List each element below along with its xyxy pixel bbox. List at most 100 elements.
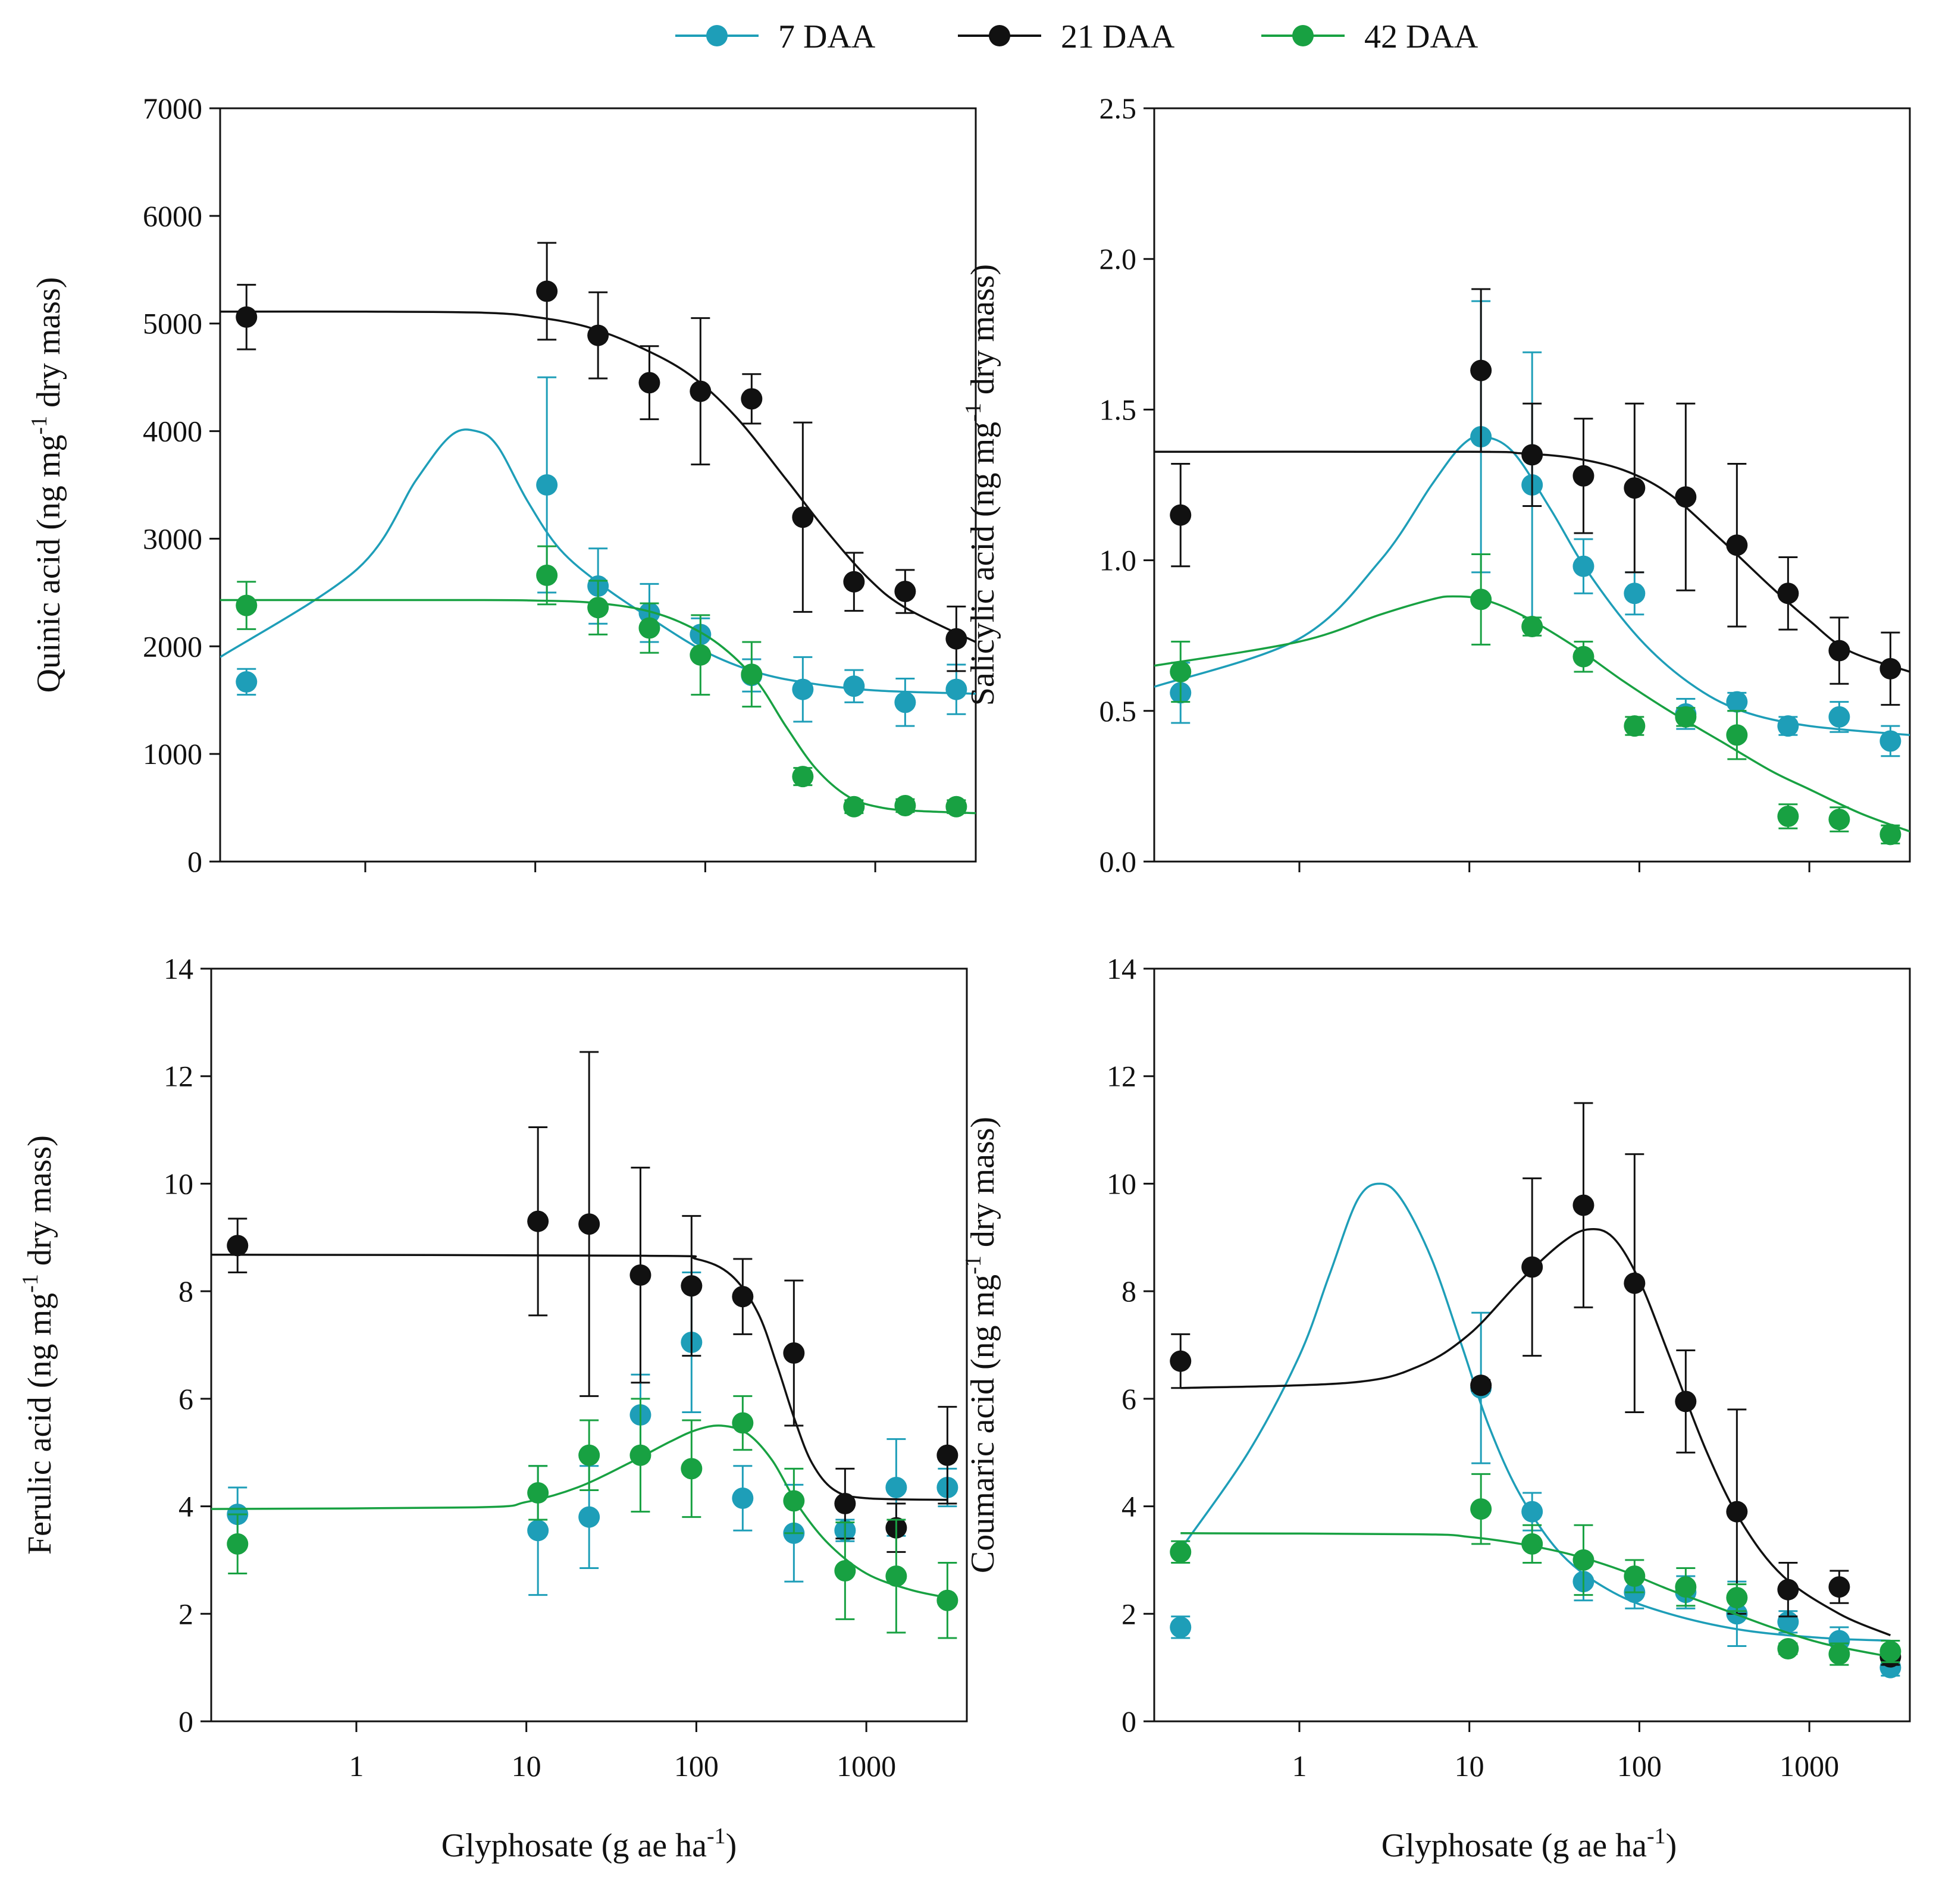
data-point-42-daa: [792, 766, 814, 788]
data-point-21-daa: [1675, 1391, 1697, 1413]
y-axis-title: Salicylic acid (ng mg-1 dry mass): [961, 264, 1001, 706]
fit-curve-42-daa: [1154, 595, 1910, 833]
data-point-21-daa: [227, 1235, 249, 1257]
legend-item-21-daa: 21 DAA: [958, 18, 1175, 55]
data-point-42-daa: [1879, 1640, 1901, 1662]
data-point-42-daa: [227, 1533, 249, 1555]
data-point-21-daa: [1675, 486, 1697, 508]
data-point-42-daa: [1470, 588, 1492, 610]
x-axis-title-right-exponent: -1: [1647, 1824, 1666, 1849]
fit-curve-21-daa: [1154, 450, 1910, 673]
y-axis-title-exponent: -1: [961, 403, 986, 422]
data-point-42-daa: [1675, 706, 1697, 728]
data-point-42-daa: [1521, 1533, 1543, 1555]
series-42-daa: [220, 545, 976, 818]
data-point-21-daa: [1726, 1501, 1748, 1523]
legend-marker-42-daa: [1292, 25, 1314, 46]
series-42-daa: [1170, 1473, 1901, 1666]
panel-coumaric-acid: 0 2 4 6 8 10 12 14 1 10 100 1000 Coumaric acid (ng m…: [961, 952, 1911, 1783]
series-21-daa: [1154, 288, 1910, 706]
x-tick-label: 1: [1292, 1749, 1307, 1783]
legend-label-7-daa: 7 DAA: [778, 18, 876, 55]
legend: 7 DAA 21 DAA 42 DAA: [675, 18, 1478, 55]
y-tick-label: 2.5: [1099, 92, 1137, 125]
data-point-42-daa: [1470, 1498, 1492, 1520]
data-point-21-daa: [1879, 657, 1901, 679]
data-point-21-daa: [1470, 1374, 1492, 1396]
data-point-21-daa: [741, 388, 763, 410]
data-point-7-daa: [236, 671, 258, 693]
data-point-42-daa: [587, 597, 609, 619]
data-point-21-daa: [1572, 465, 1594, 487]
data-point-21-daa: [1521, 444, 1543, 466]
data-point-7-daa: [1828, 706, 1850, 728]
data-point-42-daa: [638, 617, 660, 639]
x-axis-title-right: Glyphosate (g ae ha-1): [1381, 1824, 1677, 1864]
y-axis-title-suffix: dry mass): [964, 264, 1001, 403]
y-tick-label: 14: [164, 952, 193, 985]
data-point-7-daa: [885, 1476, 907, 1498]
data-point-21-daa: [527, 1210, 549, 1232]
plot-frame: [210, 967, 968, 1723]
y-tick-label: 8: [1121, 1274, 1136, 1308]
data-point-21-daa: [236, 306, 258, 328]
y-tick-label: 4000: [143, 415, 202, 448]
data-point-21-daa: [1777, 583, 1799, 605]
x-axis-title-left-prefix: Glyphosate (g ae ha: [441, 1827, 707, 1864]
plot-frame: [1153, 967, 1911, 1723]
y-tick-label: 0: [1121, 1705, 1136, 1738]
data-point-42-daa: [1572, 1549, 1594, 1571]
y-tick-label: 4: [178, 1490, 193, 1523]
data-point-42-daa: [936, 1589, 958, 1611]
series-21-daa: [220, 242, 976, 672]
y-axis-title-suffix: dry mass): [21, 1135, 58, 1274]
data-point-42-daa: [1624, 1565, 1646, 1587]
data-point-42-daa: [578, 1444, 600, 1466]
data-point-7-daa: [1879, 730, 1901, 752]
data-point-21-daa: [1828, 640, 1850, 662]
x-tick-label: 10: [1455, 1749, 1484, 1783]
y-axis-title-prefix: Coumaric acid (ng mg: [964, 1274, 1001, 1573]
y-tick-label: 2: [178, 1597, 193, 1630]
y-tick-label: 2: [1121, 1597, 1136, 1630]
x-tick-label: 1000: [1780, 1749, 1839, 1783]
data-point-21-daa: [536, 280, 558, 302]
data-point-42-daa: [834, 1560, 856, 1582]
data-point-7-daa: [843, 675, 865, 697]
y-tick-label: 10: [1107, 1167, 1136, 1200]
legend-label-42-daa: 42 DAA: [1364, 18, 1478, 55]
x-axis-title-left-suffix: ): [726, 1827, 737, 1864]
y-tick-label: 0: [187, 845, 202, 878]
data-point-42-daa: [1572, 646, 1594, 668]
data-point-42-daa: [1521, 616, 1543, 638]
y-tick-label: 12: [1107, 1060, 1136, 1093]
y-tick-label: 0: [178, 1705, 193, 1738]
x-axis-title-left: Glyphosate (g ae ha-1): [441, 1824, 737, 1864]
data-point-21-daa: [936, 1444, 958, 1466]
y-axis-title: Ferulic acid (ng mg-1 dry mass): [18, 1135, 58, 1555]
y-axis-title: Quinic acid (ng mg-1 dry mass): [27, 277, 67, 693]
series-42-daa: [211, 1395, 958, 1639]
data-point-7-daa: [1726, 691, 1748, 713]
data-point-42-daa: [1777, 806, 1799, 828]
y-tick-label: 6: [178, 1382, 193, 1416]
x-tick-label: 100: [1617, 1749, 1662, 1783]
y-axis-title-prefix: Ferulic acid (ng mg: [21, 1293, 58, 1555]
legend-item-42-daa: 42 DAA: [1261, 18, 1478, 55]
data-point-21-daa: [783, 1342, 805, 1364]
data-point-7-daa: [527, 1520, 549, 1542]
data-point-21-daa: [945, 628, 967, 650]
y-axis-title-exponent: -1: [961, 1255, 986, 1274]
data-point-21-daa: [1777, 1579, 1799, 1601]
data-point-21-daa: [834, 1493, 856, 1515]
y-axis-title-prefix: Salicylic acid (ng mg: [964, 422, 1001, 706]
data-point-42-daa: [1170, 660, 1192, 682]
y-axis-title-exponent: -1: [27, 416, 52, 435]
data-point-21-daa: [578, 1213, 600, 1235]
data-point-21-daa: [1828, 1576, 1850, 1598]
data-point-21-daa: [629, 1264, 651, 1286]
legend-label-21-daa: 21 DAA: [1061, 18, 1175, 55]
x-tick-label: 100: [674, 1749, 719, 1783]
legend-marker-21-daa: [989, 25, 1010, 46]
